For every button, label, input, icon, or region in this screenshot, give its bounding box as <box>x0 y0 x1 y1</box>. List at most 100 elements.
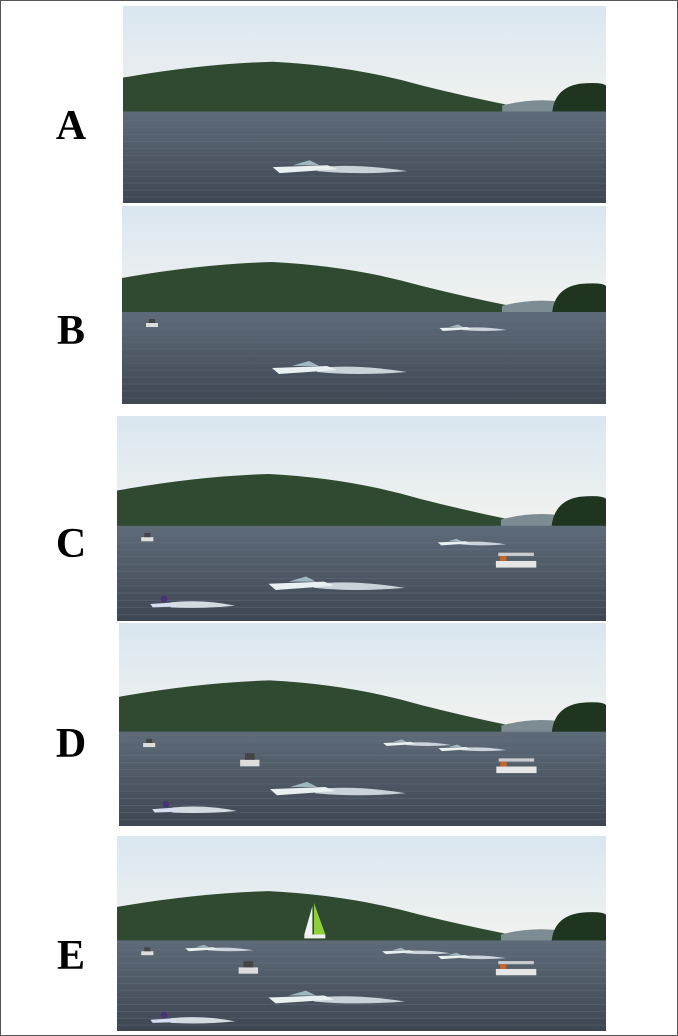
photo <box>122 206 606 404</box>
panel-label: D <box>55 721 87 767</box>
rider <box>162 800 170 808</box>
island <box>552 82 606 116</box>
hull <box>150 602 178 608</box>
boat <box>152 800 237 814</box>
hull <box>438 747 472 752</box>
wake <box>460 955 506 960</box>
photo <box>119 623 606 826</box>
boat <box>437 538 506 546</box>
island <box>551 912 606 945</box>
hull <box>495 560 537 568</box>
cabin <box>243 961 254 968</box>
wake <box>461 747 507 752</box>
island <box>551 702 606 736</box>
hull <box>152 807 179 813</box>
cabin <box>447 538 462 542</box>
cabin <box>292 160 320 166</box>
boat <box>439 324 507 331</box>
wake <box>460 541 506 546</box>
cabin <box>392 947 406 951</box>
hull <box>495 968 537 976</box>
hull <box>439 327 472 331</box>
cabin <box>288 990 317 996</box>
wake <box>172 806 237 814</box>
boat <box>269 781 406 796</box>
hull <box>238 967 259 974</box>
hull <box>496 766 537 774</box>
boat <box>268 576 405 590</box>
hill <box>123 61 543 116</box>
hull <box>185 947 219 952</box>
flag <box>499 964 507 969</box>
boat <box>438 744 507 752</box>
wake <box>170 1017 236 1024</box>
far-hill <box>501 720 562 734</box>
hull <box>304 934 326 939</box>
boat <box>383 739 452 747</box>
cabin <box>146 738 153 743</box>
boat <box>238 961 259 974</box>
cabin <box>195 944 209 948</box>
island <box>551 496 606 530</box>
boat <box>496 758 537 774</box>
hill <box>117 473 542 530</box>
cabin <box>149 319 155 323</box>
photo <box>117 836 606 1031</box>
flag <box>500 761 507 767</box>
photo <box>123 6 606 203</box>
island <box>552 283 606 316</box>
cabin <box>448 744 463 748</box>
boat <box>272 361 407 374</box>
photo <box>117 416 606 621</box>
boat <box>141 947 154 956</box>
rider <box>160 595 168 603</box>
boat <box>185 944 254 952</box>
wake <box>314 996 405 1004</box>
hull <box>269 787 336 796</box>
wake <box>462 327 507 331</box>
hull <box>141 537 154 542</box>
rider <box>160 1011 168 1019</box>
canopy <box>498 961 534 965</box>
hull <box>143 742 156 748</box>
wake <box>405 742 452 747</box>
hull <box>272 165 338 174</box>
panel-label: E <box>56 933 85 979</box>
hull <box>268 995 335 1004</box>
boat <box>240 753 260 767</box>
boat <box>437 952 506 960</box>
wake <box>315 787 406 796</box>
cabin <box>288 576 317 582</box>
hull <box>146 323 158 327</box>
far-hill <box>500 929 562 943</box>
hull <box>272 366 337 374</box>
cabin <box>447 952 462 956</box>
panel-label: B <box>56 308 85 354</box>
hull <box>437 541 471 546</box>
hull <box>437 955 471 960</box>
wake <box>317 366 407 374</box>
hill <box>119 680 542 736</box>
hull <box>150 1018 178 1023</box>
boat <box>141 532 154 542</box>
boat <box>382 947 451 955</box>
far-hill <box>502 100 563 114</box>
water <box>122 312 606 404</box>
boat <box>150 1011 236 1024</box>
wake <box>404 950 451 955</box>
boat <box>268 990 405 1004</box>
wake <box>207 947 254 952</box>
panel-label: C <box>55 521 87 567</box>
panel-label: A <box>55 103 87 149</box>
boat <box>150 595 236 608</box>
water <box>123 111 606 203</box>
cabin <box>449 324 463 327</box>
hull <box>240 759 260 767</box>
wake <box>314 582 405 590</box>
cabin <box>290 781 318 788</box>
canopy <box>498 552 534 556</box>
hull <box>383 741 416 747</box>
boat <box>143 738 156 748</box>
cabin <box>292 361 319 366</box>
boat <box>495 961 537 976</box>
